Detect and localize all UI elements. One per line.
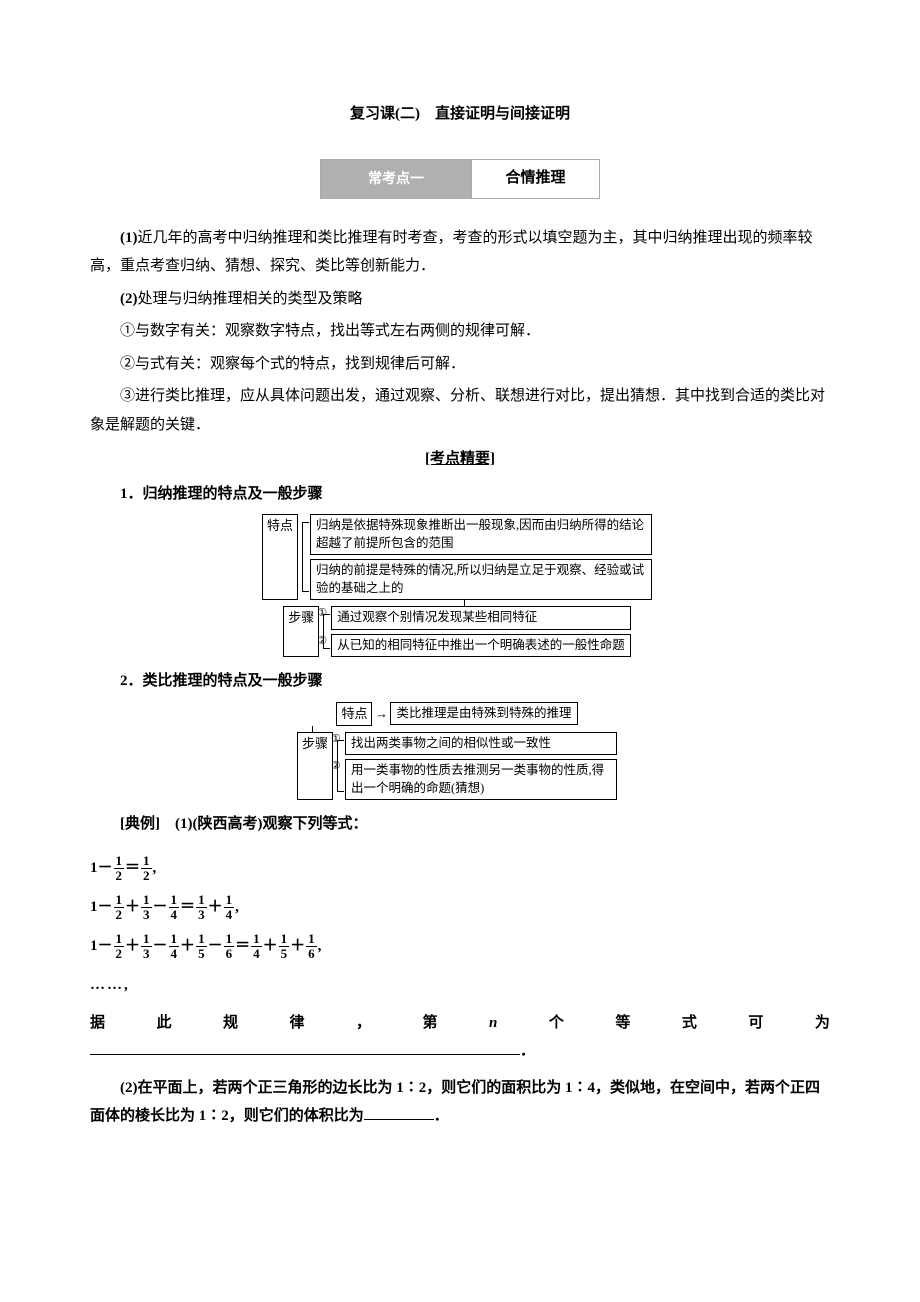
intro-s2: ②与式有关：观察每个式的特点，找到规律后可解． — [90, 350, 830, 379]
d2-r2: 找出两类事物之间的相似性或一致性 — [345, 732, 617, 756]
section-center-label: [考点精要] — [90, 445, 830, 474]
eq1: 1－12＝12, — [90, 849, 830, 888]
blank-line-1: ． — [90, 1037, 830, 1066]
intro-s3: ③进行类比推理，应从具体问题出发，通过观察、分析、联想进行对比，提出猜想．其中找… — [90, 382, 830, 439]
sec1-head: 1．归纳推理的特点及一般步骤 — [90, 480, 830, 509]
d1-r4: 从已知的相同特征中推出一个明确表述的一般性命题 — [331, 634, 631, 658]
d1-node-top: 特点 — [262, 514, 298, 600]
intro-s1: ①与数字有关：观察数字特点，找出等式左右两侧的规律可解． — [90, 317, 830, 346]
example-p2: (2)在平面上，若两个正三角形的边长比为 1∶2，则它们的面积比为 1∶4，类似… — [90, 1074, 830, 1131]
tail-line: 据 此 规 律 ， 第 n 个 等 式 可 为 — [90, 1009, 830, 1038]
equations: 1－12＝12, 1－12＋13－14＝13＋14, 1－12＋13－14＋15… — [90, 849, 830, 1005]
diagram-2: 特点 → 类比推理是由特殊到特殊的推理 步骤 ① 找出两类事物之间的相似性或一致性… — [297, 702, 623, 801]
d2-node-top: 特点 — [336, 702, 372, 726]
example-head: [典例] (1)(陕西高考)观察下列等式： — [90, 810, 830, 839]
d2-node-bottom: 步骤 — [297, 732, 333, 801]
blank-2 — [364, 1119, 434, 1120]
topic-pill: 常考点一 合情推理 — [320, 159, 600, 199]
brace-icon — [298, 514, 310, 600]
pill-left: 常考点一 — [320, 159, 472, 199]
marker-1b: ① — [331, 732, 341, 747]
marker-1: ① — [317, 606, 327, 621]
d1-r3: 通过观察个别情况发现某些相同特征 — [331, 606, 631, 630]
p1-prefix: (1) — [120, 230, 138, 246]
eq2: 1－12＋13－14＝13＋14, — [90, 888, 830, 927]
d1-node-bottom: 步骤 — [283, 606, 319, 657]
eq3: 1－12＋13－14＋15－16＝14＋15＋16, — [90, 927, 830, 966]
sec2-head: 2．类比推理的特点及一般步骤 — [90, 667, 830, 696]
d1-r1: 归纳是依据特殊现象推断出一般现象,因而由归纳所得的结论超越了前提所包含的范围 — [310, 514, 652, 555]
marker-2b: ② — [331, 759, 341, 774]
d1-r2: 归纳的前提是特殊的情况,所以归纳是立足于观察、经验或试验的基础之上的 — [310, 559, 652, 600]
intro-p2: (2)处理与归纳推理相关的类型及策略 — [90, 285, 830, 314]
pill-right: 合情推理 — [472, 159, 600, 199]
marker-2: ② — [317, 634, 327, 649]
d2-r3: 用一类事物的性质去推测另一类事物的性质,得出一个明确的命题(猜想) — [345, 759, 617, 800]
page-title: 复习课(二) 直接证明与间接证明 — [90, 100, 830, 129]
arrow-icon: → — [372, 705, 390, 723]
eq-dots: ……, — [90, 966, 830, 1005]
p2-prefix: (2) — [120, 291, 138, 307]
d2-r1: 类比推理是由特殊到特殊的推理 — [390, 702, 577, 726]
intro-p1: (1)近几年的高考中归纳推理和类比推理有时考查，考查的形式以填空题为主，其中归纳… — [90, 224, 830, 281]
diagram-1: 特点 归纳是依据特殊现象推断出一般现象,因而由归纳所得的结论超越了前提所包含的范… — [262, 514, 658, 657]
